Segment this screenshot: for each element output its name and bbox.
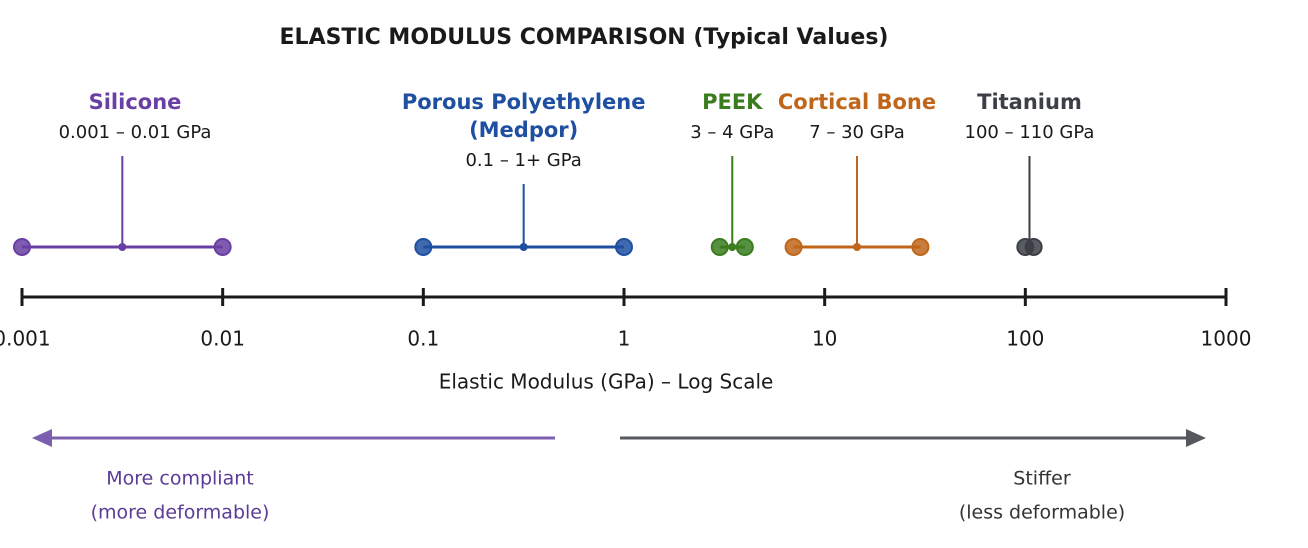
range-label: 0.1 – 1+ GPa	[465, 150, 582, 171]
range-end	[784, 238, 803, 256]
x-tick-label: 10	[812, 327, 837, 351]
series-name: PEEK	[702, 90, 763, 114]
range-end	[735, 238, 754, 256]
x-axis-label: Elastic Modulus (GPa) – Log Scale	[439, 370, 774, 394]
series-name: Titanium	[977, 90, 1082, 114]
series-name: Porous Polyethylene (Medpor)	[401, 90, 646, 142]
series-label: Titanium 100 – 110 GPa	[894, 88, 1164, 146]
range-end	[710, 238, 729, 256]
mid-dot	[519, 243, 528, 251]
x-tick-label: 0.01	[200, 327, 245, 351]
chart-title: ELASTIC MODULUS COMPARISON (Typical Valu…	[280, 25, 889, 50]
range-end	[911, 238, 930, 256]
range-label: 100 – 110 GPa	[964, 122, 1095, 143]
series-label: Cortical Bone 7 – 30 GPa	[722, 88, 992, 146]
series-label: Silicone 0.001 – 0.01 GPa	[0, 88, 270, 146]
series-name: Silicone	[88, 90, 182, 114]
x-tick-label: 1	[618, 327, 631, 351]
x-tick-label: 100	[1006, 327, 1044, 351]
range-end	[615, 238, 633, 256]
range-label: 0.001 – 0.01 GPa	[58, 122, 212, 143]
range-label: 3 – 4 GPa	[690, 122, 775, 143]
annotation: (less deformable)	[959, 502, 1125, 524]
series-label: Porous Polyethylene (Medpor) 0.1 – 1+ GPa	[389, 88, 659, 174]
series-name: Cortical Bone	[777, 90, 937, 114]
series-label: PEEK 3 – 4 GPa	[597, 88, 867, 146]
x-tick-label: 0.1	[407, 327, 439, 351]
range-end	[1024, 238, 1043, 256]
mid-dot	[728, 243, 737, 251]
annotation: More compliant	[106, 468, 253, 490]
x-tick-label: 1000	[1201, 327, 1252, 351]
mid-dot	[118, 243, 127, 251]
left-arrowhead	[32, 429, 52, 447]
range-end	[213, 238, 232, 256]
annotation: Stiffer	[1013, 468, 1071, 490]
annotation: (more deformable)	[91, 502, 270, 524]
range-end	[414, 238, 433, 256]
right-arrowhead	[1186, 429, 1206, 447]
mid-dot	[852, 243, 861, 251]
range-label: 7 – 30 GPa	[809, 122, 905, 143]
x-tick-label: 0.001	[0, 327, 51, 351]
range-end	[13, 238, 31, 256]
